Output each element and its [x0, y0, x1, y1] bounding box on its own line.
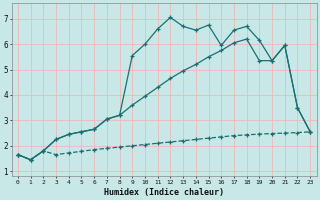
X-axis label: Humidex (Indice chaleur): Humidex (Indice chaleur)	[104, 188, 224, 197]
